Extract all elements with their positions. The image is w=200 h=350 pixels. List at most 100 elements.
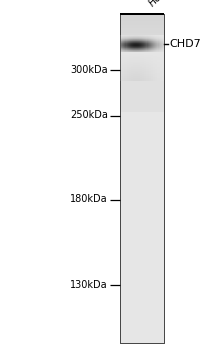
- Bar: [135, 71, 138, 72]
- Bar: [162, 66, 164, 67]
- Bar: [149, 67, 151, 68]
- Bar: [127, 60, 129, 61]
- Bar: [135, 60, 138, 61]
- Bar: [138, 69, 140, 70]
- Bar: [122, 64, 124, 65]
- Bar: [120, 178, 164, 180]
- Bar: [120, 13, 164, 15]
- Bar: [140, 62, 142, 63]
- Bar: [149, 77, 151, 78]
- Bar: [142, 74, 144, 75]
- Bar: [155, 75, 157, 76]
- Bar: [120, 216, 164, 217]
- Bar: [120, 102, 164, 103]
- Bar: [155, 73, 157, 74]
- Bar: [131, 79, 133, 80]
- Bar: [133, 53, 135, 54]
- Bar: [120, 65, 164, 66]
- Bar: [138, 56, 140, 57]
- Bar: [129, 71, 131, 72]
- Bar: [133, 71, 135, 72]
- Bar: [142, 52, 144, 53]
- Bar: [151, 64, 153, 65]
- Bar: [120, 199, 164, 201]
- Bar: [120, 69, 164, 70]
- Bar: [120, 134, 164, 135]
- Bar: [138, 58, 140, 59]
- Bar: [120, 186, 164, 187]
- Bar: [120, 111, 164, 112]
- Bar: [157, 73, 160, 74]
- Bar: [120, 324, 164, 326]
- Bar: [135, 70, 138, 71]
- Bar: [120, 98, 164, 99]
- Bar: [135, 72, 138, 73]
- Bar: [140, 78, 142, 79]
- Bar: [146, 67, 149, 68]
- Bar: [120, 228, 164, 229]
- Bar: [160, 71, 162, 72]
- Bar: [133, 75, 135, 76]
- Bar: [149, 75, 151, 76]
- Bar: [160, 69, 162, 70]
- Bar: [140, 54, 142, 55]
- Bar: [120, 44, 164, 45]
- Bar: [133, 72, 135, 73]
- Bar: [120, 285, 164, 286]
- Bar: [120, 142, 164, 144]
- Bar: [120, 286, 164, 287]
- Bar: [120, 237, 164, 238]
- Bar: [162, 73, 164, 74]
- Bar: [162, 68, 164, 69]
- Bar: [151, 63, 153, 64]
- Bar: [162, 70, 164, 71]
- Bar: [120, 182, 164, 183]
- Bar: [149, 60, 151, 61]
- Bar: [135, 53, 138, 54]
- Bar: [120, 172, 164, 173]
- Bar: [122, 66, 124, 67]
- Bar: [120, 233, 164, 235]
- Bar: [120, 287, 164, 288]
- Bar: [135, 55, 138, 56]
- Bar: [120, 236, 164, 237]
- Bar: [120, 76, 122, 77]
- Bar: [129, 61, 131, 62]
- Bar: [124, 56, 127, 57]
- Bar: [120, 40, 164, 41]
- Bar: [131, 76, 133, 77]
- Bar: [124, 75, 127, 76]
- Bar: [120, 64, 122, 65]
- Bar: [120, 176, 164, 177]
- Bar: [162, 67, 164, 68]
- Bar: [146, 71, 149, 72]
- Bar: [120, 283, 164, 284]
- Bar: [120, 74, 164, 75]
- Bar: [151, 66, 153, 67]
- Bar: [120, 68, 164, 69]
- Bar: [124, 65, 127, 66]
- Bar: [120, 24, 164, 25]
- Bar: [133, 55, 135, 56]
- Bar: [131, 63, 133, 64]
- Bar: [135, 79, 138, 80]
- Bar: [133, 57, 135, 58]
- Bar: [140, 58, 142, 59]
- Bar: [120, 308, 164, 309]
- Bar: [120, 187, 164, 188]
- Bar: [146, 68, 149, 69]
- Bar: [162, 63, 164, 64]
- Bar: [120, 336, 164, 337]
- Bar: [155, 59, 157, 60]
- Bar: [157, 74, 160, 75]
- Bar: [162, 78, 164, 79]
- Bar: [120, 71, 122, 72]
- Bar: [120, 79, 122, 80]
- Bar: [120, 77, 164, 78]
- Bar: [120, 159, 164, 160]
- Bar: [162, 57, 164, 58]
- Bar: [157, 70, 160, 71]
- Bar: [120, 341, 164, 342]
- Bar: [151, 70, 153, 71]
- Bar: [120, 135, 164, 136]
